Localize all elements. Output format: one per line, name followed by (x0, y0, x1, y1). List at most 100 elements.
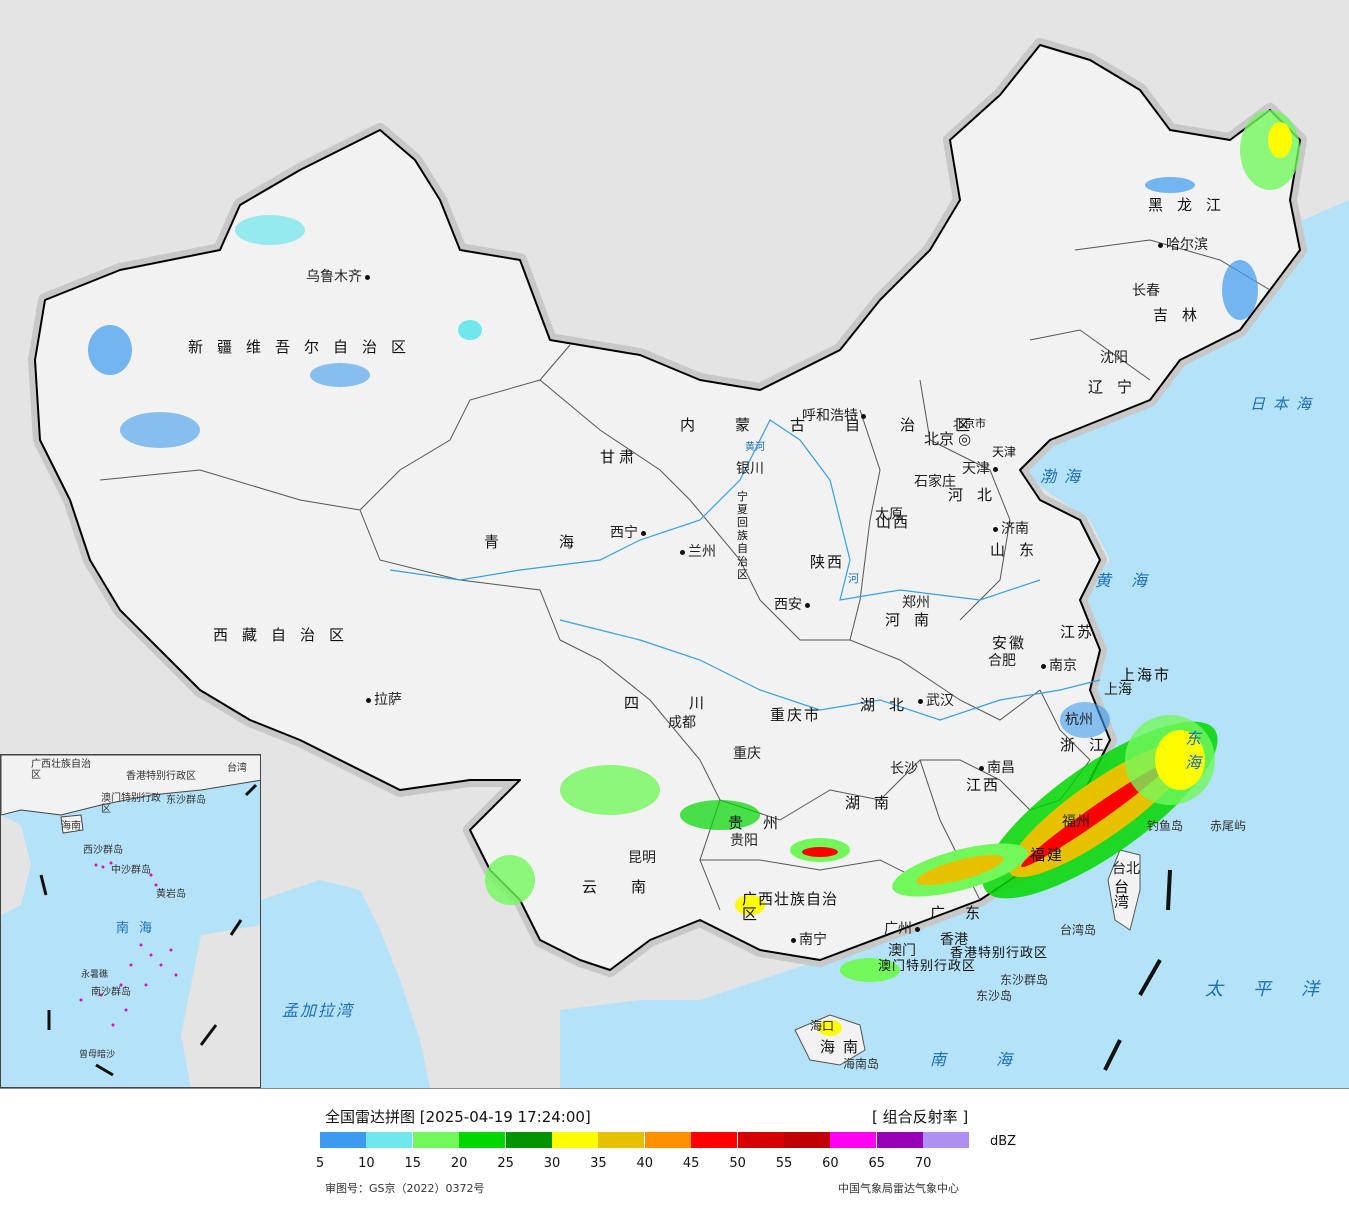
city-lanzhou: 兰州 (677, 545, 716, 559)
ocean (560, 200, 1349, 1088)
city-changsha: 长沙 (890, 761, 918, 777)
label-ningxia: 宁夏回族自治区 (737, 490, 749, 581)
label-beijing-city: 北京市 (953, 417, 986, 430)
inset-label-hongkong: 香港特别行政区 (126, 771, 196, 782)
city-changchun: 长春 (1132, 283, 1160, 299)
inset-label-zengmu: 曾母暗沙 (79, 1050, 116, 1060)
legend-swatch (691, 1132, 738, 1148)
legend-tick-label: 40 (636, 1156, 654, 1171)
label-hunan: 湖南 (845, 794, 904, 812)
sea-south: 南海 (930, 1050, 1063, 1069)
city-chongqing: 重庆 (733, 746, 761, 762)
inset-label-hainan: 海南 (61, 821, 81, 832)
city-nanjing: 南京 (1038, 659, 1077, 673)
city-taiyuan: 太原 (875, 507, 903, 523)
legend-tick-label: 55 (775, 1156, 793, 1171)
label-taiwan: 台湾 (1114, 878, 1134, 911)
label-sichuan: 四川 (624, 694, 755, 712)
map-approval-number: 审图号：GS京（2022）0372号 (325, 1182, 485, 1195)
city-nanchang: 南昌 (976, 761, 1015, 775)
inset-label-guangxi: 广西壮族自治区 (31, 759, 91, 781)
island-taiwan: 台湾岛 (1060, 923, 1097, 937)
label-gansu: 甘肃 (600, 448, 639, 466)
china-land (34, 44, 1301, 971)
island-chiwei: 赤尾屿 (1210, 819, 1247, 833)
sea-japan: 日本海 (1250, 395, 1320, 413)
legend-swatch (412, 1132, 459, 1148)
legend-tick-label: 45 (682, 1156, 700, 1171)
label-hubei: 湖北 (860, 696, 919, 714)
legend-product: [ 组合反射率 ] (872, 1108, 969, 1126)
city-wuhan: 武汉 (915, 694, 954, 708)
island-diaoyu: 钓鱼岛 (1147, 819, 1184, 833)
city-macau: 澳门 (888, 943, 916, 959)
label-shanxi: 山西 (876, 513, 911, 531)
legend-swatch (923, 1132, 970, 1148)
legend-swatch (830, 1132, 877, 1148)
city-guiyang: 贵阳 (730, 833, 758, 849)
label-neimenggu: 内蒙古自治区 (680, 416, 1011, 434)
label-guangdong: 广东 (930, 904, 1001, 922)
inset-label-huangyan: 黄岩岛 (156, 889, 186, 900)
legend-swatch (737, 1132, 784, 1148)
city-hohhot: 呼和浩特 (802, 409, 869, 423)
sea-bohai: 渤海 (1040, 467, 1089, 486)
legend-swatch (644, 1132, 691, 1148)
label-macau-sar: 澳门特别行政区 (878, 959, 977, 974)
sea-east: 东海 (1185, 729, 1232, 772)
legend-swatch (784, 1132, 830, 1148)
city-xian: 西安 (774, 598, 813, 612)
label-zhejiang: 浙江 (1060, 736, 1119, 754)
inset-label-taiwan: 台湾 (227, 763, 247, 774)
inset-label-yongshu: 永暑礁 (81, 970, 109, 980)
legend-tick-label: 5 (315, 1156, 325, 1171)
label-heilongjiang: 黑龙江 (1148, 196, 1236, 214)
legend-tick-label: 20 (450, 1156, 468, 1171)
radar-echoes (88, 110, 1300, 1036)
city-shenyang: 沈阳 (1100, 350, 1128, 366)
city-chengdu: 成都 (668, 715, 696, 731)
inset-canvas (1, 755, 260, 1087)
city-urumqi: 乌鲁木齐 (306, 270, 373, 284)
label-hongkong-sar: 香港特别行政区 (950, 946, 1049, 961)
city-hangzhou: 杭州 (1065, 712, 1093, 728)
legend-tick-label: 65 (868, 1156, 886, 1171)
legend-tick-label: 30 (543, 1156, 561, 1171)
label-guizhou: 贵州 (728, 814, 799, 832)
legend-swatch (876, 1132, 923, 1148)
city-beijing: 北京 ◎ (924, 430, 972, 448)
label-yunnan: 云南 (582, 878, 681, 896)
label-guangxi: 广西壮族自治区 (742, 890, 839, 923)
river-he: 河 (848, 572, 859, 585)
label-anhui: 安徽 (992, 634, 1027, 652)
legend-swatch (459, 1132, 506, 1148)
city-haikou: 海口 (810, 1019, 835, 1033)
sea-yellow: 黄海 (1095, 571, 1168, 590)
label-jiangxi: 江西 (966, 776, 1001, 794)
legend-swatch (320, 1132, 366, 1148)
label-jiangsu: 江苏 (1060, 623, 1095, 641)
label-jilin: 吉林 (1153, 306, 1212, 324)
city-nanning: 南宁 (788, 933, 827, 947)
legend-panel (0, 1088, 1349, 1209)
label-shanghai-city: 上海市 (1120, 666, 1172, 684)
island-dongsha-group: 东沙群岛 (1000, 973, 1049, 987)
legend-unit: dBZ (990, 1134, 1017, 1149)
label-xinjiang: 新疆维吾尔自治区 (188, 338, 421, 356)
bay-of-bengal (261, 880, 430, 1088)
island-hainan: 海南岛 (843, 1057, 880, 1071)
label-xizang: 西藏自治区 (213, 626, 359, 644)
city-taipei: 台北 (1112, 861, 1140, 877)
city-shijiazhuang: 石家庄 (914, 474, 956, 490)
inset-label-zhongsha: 中沙群岛 (111, 865, 151, 876)
inset-label-nanhai: 南海 (116, 921, 163, 936)
city-hefei: 合肥 (988, 653, 1016, 669)
legend-swatch (552, 1132, 598, 1148)
city-fuzhou: 福州 (1062, 814, 1090, 830)
label-qinghai: 青海 (484, 533, 635, 551)
sea-pacific: 太平洋 (1205, 979, 1349, 1000)
taiwan-island (1107, 849, 1141, 931)
hainan-island (794, 1014, 866, 1066)
inset-label-xisha: 西沙群岛 (83, 845, 123, 856)
city-yinchuan: 银川 (736, 461, 764, 477)
